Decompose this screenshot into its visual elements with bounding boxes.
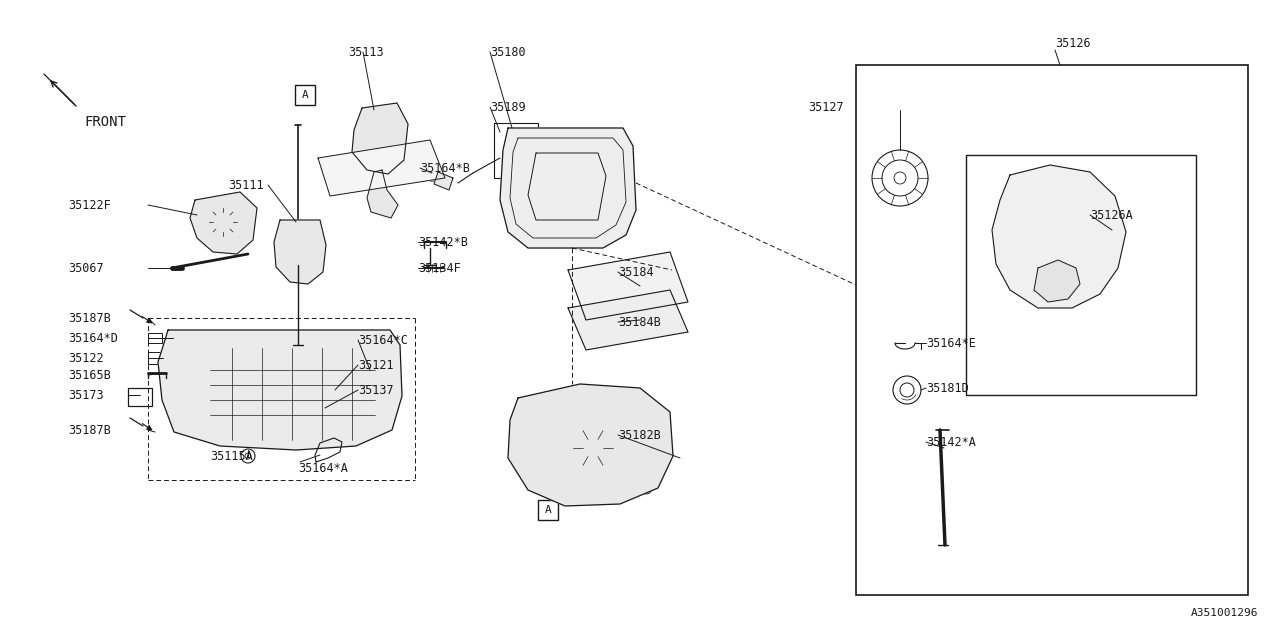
Text: 35121: 35121 [358,358,394,371]
Text: 35164*A: 35164*A [298,461,348,474]
Bar [148,352,163,364]
Polygon shape [568,290,689,350]
Text: A351001296: A351001296 [1190,608,1258,618]
Bar [538,500,558,520]
Text: 35173: 35173 [68,388,104,401]
Text: 35180: 35180 [490,45,526,58]
Text: 35164*C: 35164*C [358,333,408,346]
Text: 35122F: 35122F [68,198,111,211]
Text: 35137: 35137 [358,383,394,397]
Bar [148,333,163,343]
Polygon shape [367,170,398,218]
Circle shape [369,368,372,372]
Text: 35187B: 35187B [68,312,111,324]
Text: FRONT: FRONT [84,115,125,129]
Bar [856,65,1248,595]
Text: 35181D: 35181D [925,381,969,394]
Text: A: A [302,90,308,100]
Text: 35122: 35122 [68,351,104,365]
Text: 35126: 35126 [1055,36,1091,49]
Text: 35164*D: 35164*D [68,332,118,344]
Text: 35165B: 35165B [68,369,111,381]
Text: 35134F: 35134F [419,262,461,275]
Text: 35111: 35111 [228,179,264,191]
Text: 35113: 35113 [348,45,384,58]
Text: 35187B: 35187B [68,424,111,436]
Bar [128,388,152,406]
Bar [294,85,315,105]
Polygon shape [352,103,408,174]
Bar [494,123,538,178]
Polygon shape [189,192,257,254]
Text: 35127: 35127 [808,100,844,113]
Polygon shape [568,252,689,320]
Polygon shape [992,165,1126,308]
Text: 35115A: 35115A [210,449,252,463]
Polygon shape [157,330,402,450]
Text: 35184: 35184 [618,266,654,278]
Text: 35067: 35067 [68,262,104,275]
Polygon shape [317,140,445,196]
Polygon shape [500,128,636,248]
Text: 35126A: 35126A [1091,209,1133,221]
Polygon shape [434,172,453,190]
Text: 35164*E: 35164*E [925,337,975,349]
Text: 35184B: 35184B [618,316,660,328]
Text: 35164*B: 35164*B [420,161,470,175]
Text: A: A [544,505,552,515]
Polygon shape [1034,260,1080,302]
Bar [966,155,1196,395]
Circle shape [429,170,435,176]
Text: 35189: 35189 [490,100,526,113]
Polygon shape [274,220,326,284]
Text: 35142*A: 35142*A [925,435,975,449]
Polygon shape [508,384,673,506]
Text: 35182B: 35182B [618,429,660,442]
Text: 35142*B: 35142*B [419,236,468,248]
